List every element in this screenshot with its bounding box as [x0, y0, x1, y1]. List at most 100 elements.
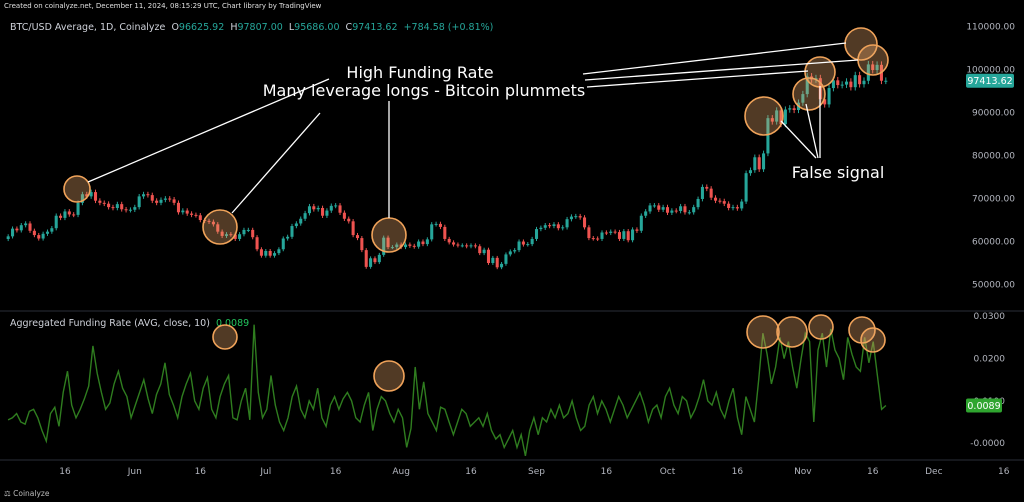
- candle-body: [779, 110, 783, 125]
- candle-body: [395, 244, 399, 248]
- candle: [631, 227, 635, 243]
- candle: [403, 242, 408, 250]
- candle: [115, 201, 119, 211]
- candle: [735, 204, 739, 211]
- candle: [181, 208, 185, 215]
- candle-body: [299, 218, 303, 224]
- candle-body: [740, 201, 744, 209]
- price-tick-label: 90000.00: [972, 109, 1015, 119]
- candle-body: [714, 197, 718, 201]
- candle-body: [168, 198, 172, 200]
- candle-body: [93, 192, 98, 201]
- candle-body: [722, 201, 726, 204]
- coinalyze-footer: ⚖ Coinalyze: [4, 489, 49, 498]
- candle-body: [683, 206, 687, 213]
- candle-body: [613, 231, 617, 233]
- candle-body: [705, 186, 709, 189]
- funding-tick-label: 0.0300: [974, 312, 1006, 322]
- candle-body: [312, 206, 316, 210]
- candle-body: [548, 225, 552, 227]
- candle: [714, 195, 718, 204]
- candle: [600, 230, 604, 242]
- candle: [142, 191, 146, 199]
- candle: [775, 107, 779, 125]
- candle: [460, 243, 464, 248]
- candle: [705, 184, 709, 192]
- candle: [635, 227, 639, 233]
- candle: [41, 231, 45, 241]
- candle-body: [709, 188, 713, 198]
- candle-body: [50, 228, 54, 232]
- candle: [452, 240, 456, 247]
- funding-rate-line: [7, 324, 887, 457]
- candle: [6, 234, 10, 242]
- price-highlight-circle: [371, 217, 407, 253]
- change-value: +784.58 (+0.81%): [403, 22, 494, 33]
- candle-body: [19, 225, 23, 231]
- price-tick-label: 50000.00: [972, 281, 1015, 291]
- candle: [683, 203, 687, 215]
- candle: [871, 60, 875, 74]
- candle: [727, 201, 731, 211]
- candle: [128, 207, 132, 213]
- candle-body: [844, 81, 849, 85]
- candle-body: [342, 212, 346, 219]
- candle: [801, 90, 805, 106]
- candle-body: [434, 223, 438, 225]
- x-tick-label: Aug: [392, 467, 410, 477]
- open-label: O: [171, 22, 179, 33]
- candle: [63, 209, 67, 221]
- candle-body: [102, 202, 106, 204]
- candle: [303, 210, 307, 221]
- candle-body: [59, 215, 63, 218]
- candle: [124, 206, 128, 213]
- candle-body: [521, 241, 525, 245]
- pointer-line: [584, 59, 859, 81]
- annotation-subtitle: Many leverage longs - Bitcoin plummets: [263, 81, 586, 100]
- candle: [836, 76, 840, 89]
- candle-body: [805, 76, 809, 95]
- candle-body: [386, 237, 390, 248]
- candle: [766, 115, 770, 157]
- pointer-line: [805, 103, 819, 159]
- candle-body: [670, 210, 674, 213]
- candle: [163, 196, 167, 203]
- candle: [329, 203, 333, 213]
- candle: [111, 204, 115, 211]
- x-tick-label: Dec: [925, 467, 942, 477]
- candle-body: [403, 244, 408, 248]
- candle: [224, 232, 229, 239]
- candle-body: [67, 211, 71, 215]
- candle: [565, 216, 569, 230]
- candle: [259, 247, 263, 258]
- candle-body: [587, 227, 591, 239]
- candle-body: [792, 108, 796, 110]
- candle-body: [137, 196, 141, 208]
- candle-body: [207, 220, 211, 222]
- x-tick-label: 16: [732, 467, 744, 477]
- candle: [639, 213, 643, 233]
- candle: [543, 222, 547, 230]
- candle-body: [181, 210, 185, 213]
- candle-body: [321, 207, 325, 216]
- candle-body: [539, 227, 543, 230]
- candle-body: [128, 209, 132, 211]
- high-value: 97807.00: [237, 22, 283, 33]
- candle: [107, 201, 111, 210]
- candle: [858, 71, 862, 88]
- candle-body: [552, 224, 556, 227]
- x-tick-label: Oct: [660, 467, 676, 477]
- candle-body: [268, 250, 272, 256]
- candle-body: [72, 214, 76, 216]
- candle-body: [369, 258, 373, 267]
- funding-tick-label: -0.0000: [970, 439, 1005, 449]
- candle-body: [652, 205, 656, 207]
- candle: [626, 229, 630, 243]
- candle: [561, 225, 565, 231]
- open-value: 96625.92: [178, 22, 225, 33]
- candle-body: [390, 247, 394, 249]
- candle: [307, 203, 311, 216]
- candle-body: [661, 207, 665, 210]
- candle: [412, 243, 416, 249]
